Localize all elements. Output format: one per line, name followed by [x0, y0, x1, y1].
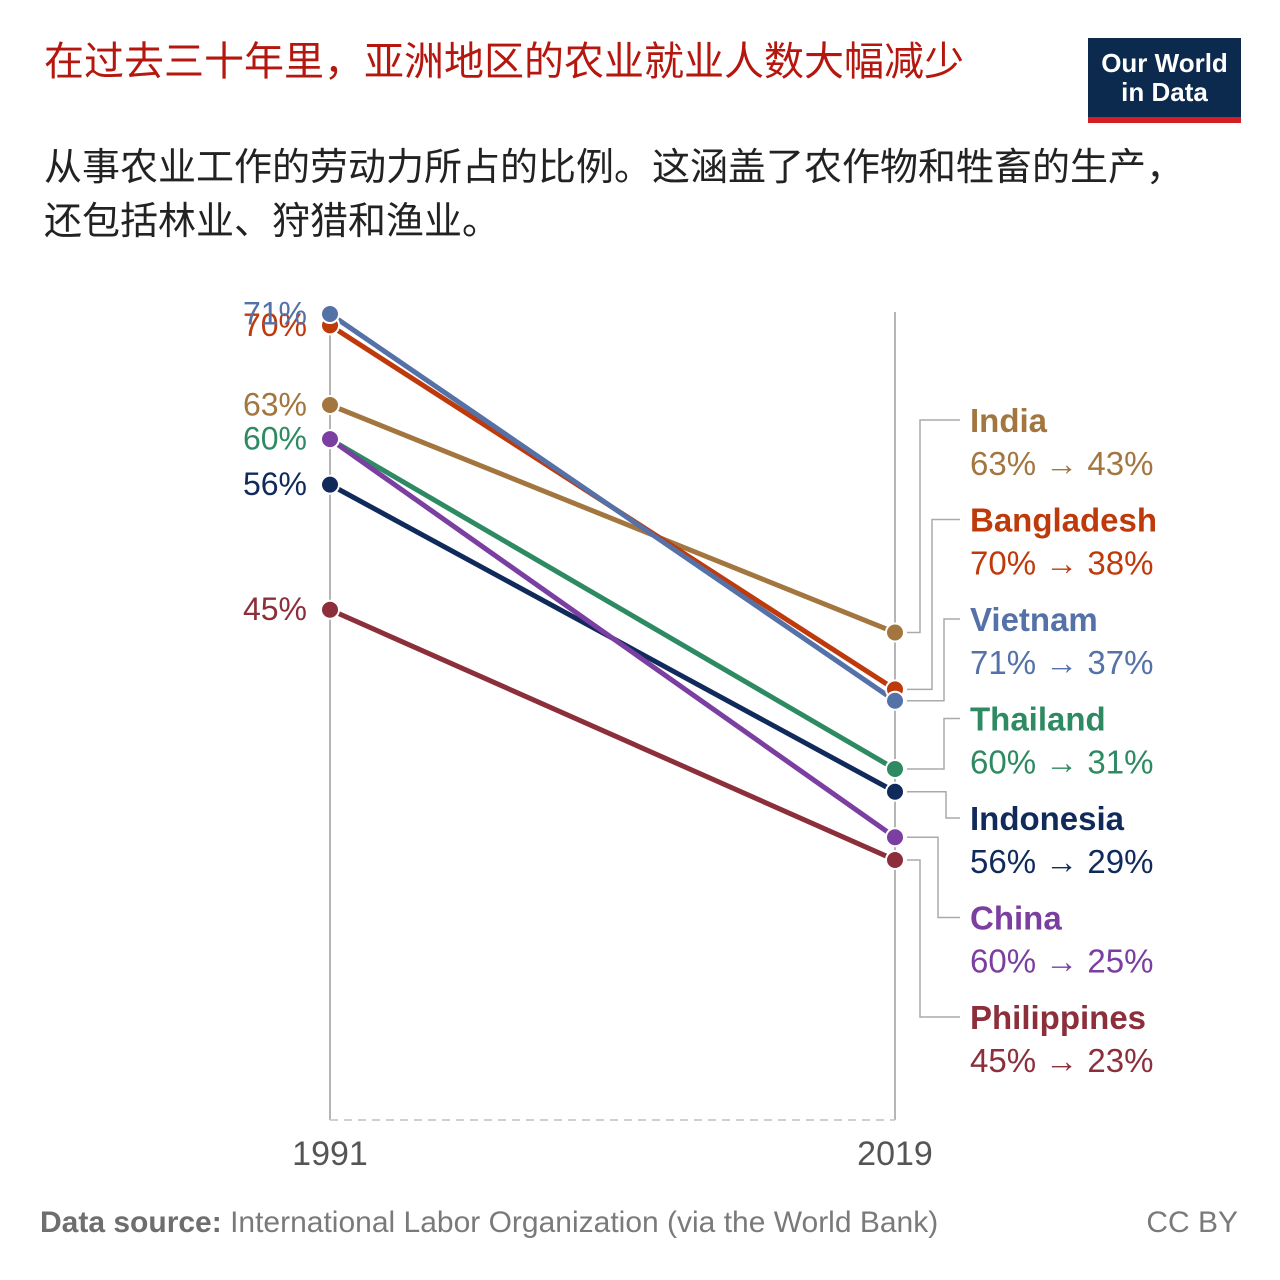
- series-name-label: Thailand: [970, 701, 1106, 738]
- chart-subtitle: 从事农业工作的劳动力所占的比例。这涵盖了农作物和牲畜的生产，还包括林业、狩猎和渔…: [44, 145, 1185, 243]
- series-name-label: Vietnam: [970, 601, 1098, 638]
- series-line-thailand: [327, 436, 898, 772]
- label-connector: [907, 618, 960, 702]
- point-1991-india: [320, 395, 340, 415]
- start-value-label: 56%: [243, 466, 307, 502]
- series-change-label: 60% → 25%: [970, 943, 1153, 980]
- point-2019-china: [885, 827, 905, 848]
- series-line-china: [327, 436, 898, 840]
- chart-title: 在过去三十年里，亚洲地区的农业就业人数大幅减少: [44, 39, 964, 85]
- series-change-label: 71% → 37%: [970, 644, 1153, 681]
- series-name-label: China: [970, 900, 1062, 937]
- label-connector: [907, 419, 960, 634]
- label-connector: [907, 836, 960, 919]
- start-value-label: 63%: [243, 386, 307, 422]
- start-value-label: 70%: [243, 307, 307, 343]
- start-value-label: 60%: [243, 421, 307, 457]
- slope-chart: 1991 2019 63% 70%71% 60% 56% 45% India 63% → 43%…: [243, 295, 1157, 1173]
- series-change-label: 56% → 29%: [970, 843, 1153, 880]
- point-1991-china: [320, 429, 340, 450]
- point-1991-indonesia: [320, 474, 340, 495]
- series-name-label: Philippines: [970, 999, 1146, 1036]
- point-2019-india: [885, 622, 905, 643]
- label-connector: [907, 859, 960, 1018]
- license-link[interactable]: CC BY: [1146, 1206, 1238, 1239]
- point-1991-vietnam: [320, 304, 340, 324]
- label-connector: [907, 717, 960, 770]
- data-source-text: International Labor Organization (via th…: [221, 1206, 939, 1239]
- label-connector: [907, 791, 960, 819]
- owid-logo[interactable]: Our World in Data: [1088, 38, 1241, 123]
- start-value-label: 45%: [243, 591, 307, 627]
- point-2019-philippines: [885, 850, 905, 870]
- logo-line-2: in Data: [1121, 77, 1208, 107]
- series-name-label: Bangladesh: [970, 502, 1157, 539]
- data-source: Data source: International Labor Organiz…: [40, 1206, 938, 1240]
- series-change-label: 63% → 43%: [970, 445, 1153, 482]
- data-source-label: Data source:: [40, 1206, 222, 1239]
- series-name-label: Indonesia: [970, 800, 1125, 837]
- series-line-philippines: [327, 607, 898, 863]
- series-change-label: 70% → 38%: [970, 545, 1153, 582]
- x-tick-label: 2019: [857, 1135, 933, 1173]
- series-change-label: 45% → 23%: [970, 1042, 1153, 1079]
- series-line-vietnam: [327, 311, 898, 704]
- label-connector: [907, 518, 960, 691]
- point-2019-indonesia: [885, 781, 905, 802]
- logo-line-1: Our World: [1101, 48, 1228, 78]
- series-change-label: 60% → 31%: [970, 744, 1153, 781]
- start-value-label: 71%: [243, 295, 307, 331]
- x-tick-label: 1991: [292, 1135, 368, 1173]
- series-name-label: India: [970, 402, 1048, 439]
- point-2019-thailand: [885, 759, 905, 779]
- point-1991-philippines: [320, 599, 340, 620]
- series-line-india: [327, 402, 898, 635]
- point-2019-vietnam: [885, 690, 905, 711]
